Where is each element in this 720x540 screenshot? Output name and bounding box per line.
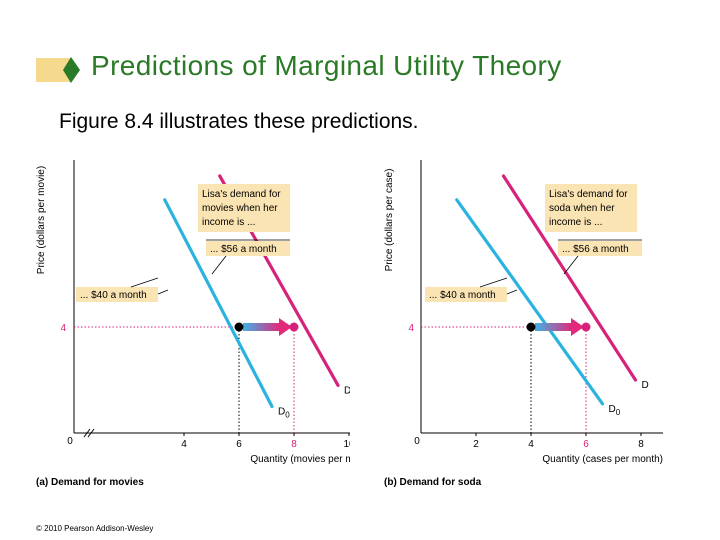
diamond-bullet-icon	[36, 57, 80, 83]
y-tick-label: 4	[408, 323, 414, 334]
slide-title: Predictions of Marginal Utility Theory	[91, 50, 562, 81]
axis-break-mark	[87, 428, 95, 438]
callout-high-leader	[563, 255, 579, 275]
callout-header-box	[545, 184, 637, 232]
callout-header-line: movies when her	[202, 203, 278, 214]
x-axis-label: Quantity (cases per month)	[542, 454, 663, 465]
series-label-d0: D0	[609, 404, 621, 417]
demand-curve-d0	[163, 198, 274, 409]
callout-low-box	[425, 287, 507, 302]
callout-high-box	[206, 241, 290, 256]
x-tick-label: 10	[343, 439, 350, 450]
x-tick-label: 8	[638, 439, 644, 450]
demand-curve-d	[501, 174, 638, 382]
callout-header-line: income is ...	[549, 217, 602, 228]
callout-high-box	[558, 241, 642, 256]
panel-caption: (a) Demand for movies	[36, 477, 144, 488]
x-axis-label: Quantity (movies per month)	[250, 454, 350, 465]
x-tick-label: 6	[583, 439, 589, 450]
point-initial	[234, 322, 244, 332]
x-tick-label: 8	[291, 439, 297, 450]
axis-break-mark	[83, 428, 91, 438]
callout-low-box	[76, 287, 158, 302]
origin-label: 0	[67, 436, 73, 447]
y-tick-label: 4	[60, 323, 66, 334]
callout-high-income: ... $56 a month	[562, 244, 629, 255]
callout-header-line: income is ...	[202, 217, 255, 228]
x-tick-label: 2	[473, 439, 479, 450]
point-initial	[526, 322, 536, 332]
callout-low-leader	[157, 289, 169, 295]
series-label-d: D	[642, 380, 649, 391]
shift-arrow-body	[535, 323, 572, 331]
y-axis-label: Price (dollars per case)	[384, 169, 395, 272]
callout-header-line: soda when her	[549, 203, 615, 214]
callout-header-line: Lisa's demand for	[202, 189, 281, 200]
series-label-d0: D0	[278, 407, 290, 420]
callout-low-leader	[479, 277, 508, 288]
y-axis-label: Price (dollars per movie)	[36, 166, 47, 274]
x-tick-label: 4	[181, 439, 187, 450]
point-new	[289, 322, 299, 332]
shift-arrow-body	[243, 323, 280, 331]
panel-caption: (b) Demand for soda	[384, 477, 482, 488]
callout-header-box	[198, 184, 290, 232]
callout-low-income: ... $40 a month	[429, 290, 496, 301]
shift-arrow-head	[279, 318, 292, 336]
x-tick-label: 6	[236, 439, 242, 450]
copyright-notice: © 2010 Pearson Addison-Wesley	[36, 524, 154, 533]
callout-header-line: Lisa's demand for	[549, 189, 628, 200]
title-accent-bar	[36, 52, 676, 88]
callout-low-leader	[506, 289, 518, 295]
callout-high-leader	[211, 255, 227, 275]
slide-subtitle: Figure 8.4 illustrates these predictions…	[59, 110, 419, 133]
callout-high-income: ... $56 a month	[210, 244, 277, 255]
origin-label: 0	[414, 436, 420, 447]
series-label-d1: D1	[344, 385, 350, 398]
demand-curve-d0	[455, 198, 605, 406]
chart-demand-for-movies: Price (dollars per movie) Quantity (movie…	[36, 160, 350, 488]
callout-low-income: ... $40 a month	[80, 290, 147, 301]
callout-low-leader	[130, 277, 159, 288]
x-tick-label: 4	[528, 439, 534, 450]
chart-demand-for-soda: Price (dollars per case) Quantity (cases …	[384, 160, 663, 488]
point-new	[581, 322, 591, 332]
shift-arrow-head	[571, 318, 584, 336]
